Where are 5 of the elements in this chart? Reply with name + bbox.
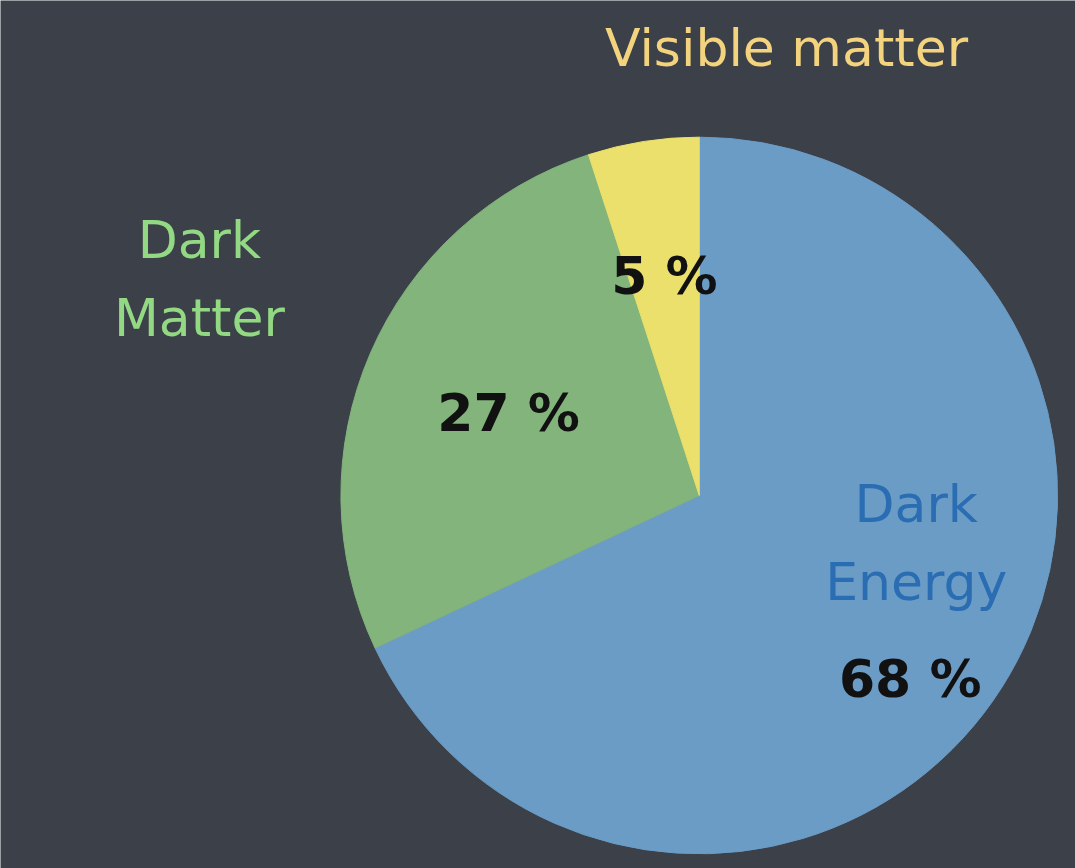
slice-label: Dark Energy — [825, 474, 1008, 613]
slice-label: Dark Matter — [113, 209, 286, 348]
data-label: 27 % — [437, 382, 580, 443]
data-label: 68 % — [838, 649, 982, 709]
slice-label: Visible matter — [604, 18, 969, 79]
